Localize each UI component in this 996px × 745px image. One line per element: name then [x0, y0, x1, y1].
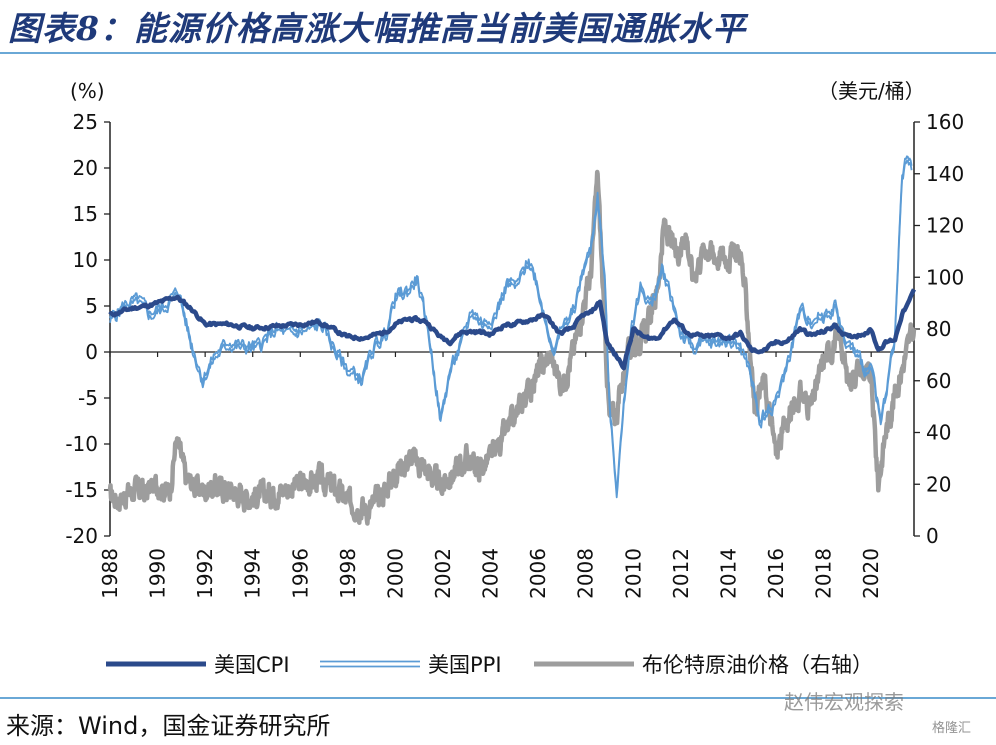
left-tick-label: 15: [73, 202, 98, 226]
right-tick-label: 20: [926, 472, 951, 496]
x-tick-label: 2020: [859, 548, 883, 599]
series-line-brent: [107, 169, 917, 526]
tick-labels-group: 25 20 15 10 5 0 -5 -10 -15 -20 160 140 120 100 80 60 40 2…: [65, 110, 964, 599]
left-tick-label: 10: [73, 248, 98, 272]
x-tick-label: 1996: [288, 548, 312, 599]
series-line-cpi: [108, 288, 917, 371]
x-tick-label: 2014: [716, 548, 740, 599]
right-tick-label: 60: [926, 369, 951, 393]
legend-label-cpi: 美国CPI: [214, 653, 290, 677]
legend-label-ppi: 美国PPI: [428, 653, 502, 677]
x-tick-label: 1988: [98, 548, 122, 599]
series-line-ppi-lower: [109, 159, 913, 499]
right-tick-label: 80: [926, 317, 951, 341]
cpi-series-group: [108, 288, 917, 371]
left-tick-label: 25: [73, 110, 98, 134]
legend-label-brent: 布伦特原油价格（右轴）: [642, 653, 873, 677]
series-line-ppi-upper: [109, 155, 913, 494]
chart-title: 图表8：能源价格高涨大幅推高当前美国通胀水平: [8, 9, 746, 48]
right-tick-label: 140: [926, 162, 964, 186]
x-tick-label: 1998: [336, 548, 360, 599]
right-axis-unit: （美元/桶）: [818, 79, 925, 103]
left-tick-label: 0: [85, 340, 98, 364]
right-tick-label: 160: [926, 110, 964, 134]
x-tick-label: 2012: [669, 548, 693, 599]
x-tick-label: 2006: [526, 548, 550, 599]
x-tick-label: 1990: [146, 548, 170, 599]
legend: 美国CPI 美国PPI 布伦特原油价格（右轴）: [106, 653, 873, 677]
left-tick-label: 20: [73, 156, 98, 180]
watermark-sub: 格隆汇: [932, 721, 972, 736]
left-tick-label: -20: [65, 524, 98, 548]
right-tick-label: 120: [926, 214, 964, 238]
left-axis-unit: (%): [70, 79, 105, 103]
left-tick-label: -5: [78, 386, 98, 410]
x-tick-label: 1992: [193, 548, 217, 599]
title-divider: [0, 52, 996, 54]
x-tick-label: 2010: [621, 548, 645, 599]
x-tick-label: 2008: [574, 548, 598, 599]
left-tick-label: 5: [85, 294, 98, 318]
chart-area: 25 20 15 10 5 0 -5 -10 -15 -20 160 140 120 100 80 60 40 2…: [65, 79, 964, 677]
left-tick-label: -10: [65, 432, 98, 456]
x-tick-label: 2016: [764, 548, 788, 599]
x-tick-label: 2000: [383, 548, 407, 599]
footer-divider: [0, 697, 996, 699]
watermark: 赵伟宏观探索: [784, 690, 904, 714]
right-tick-label: 0: [926, 524, 939, 548]
brent-series-group: [107, 169, 917, 526]
source-note: 来源：Wind，国金证券研究所: [6, 712, 331, 740]
right-tick-label: 100: [926, 265, 964, 289]
x-tick-label: 2002: [431, 548, 455, 599]
left-tick-label: -15: [65, 478, 98, 502]
right-tick-label: 40: [926, 421, 951, 445]
ppi-series-group: [109, 155, 913, 499]
x-tick-label: 2018: [812, 548, 836, 599]
x-tick-label: 1994: [241, 548, 265, 599]
x-tick-label: 2004: [479, 548, 503, 599]
axes-group: [104, 121, 920, 537]
